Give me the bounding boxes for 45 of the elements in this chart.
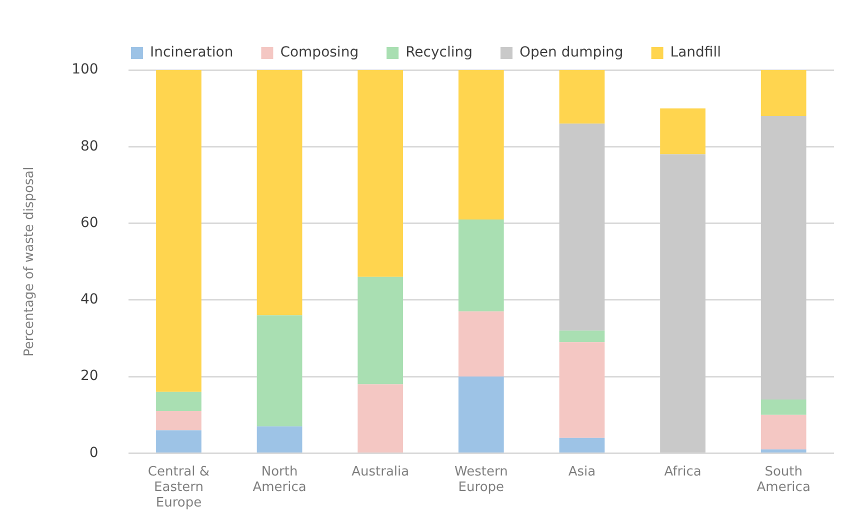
bar xyxy=(760,70,806,116)
legend-label: Recycling xyxy=(406,44,473,61)
bar xyxy=(559,70,605,124)
bar xyxy=(760,116,806,400)
bar xyxy=(256,70,302,316)
bar xyxy=(559,438,605,452)
y-tick-label: 40 xyxy=(80,292,98,308)
bar xyxy=(458,376,504,452)
bar xyxy=(156,392,202,412)
y-tick-label: 100 xyxy=(72,62,98,78)
x-tick-label: Central & Eastern Europe xyxy=(148,464,210,511)
x-tick-label: South America xyxy=(756,464,810,495)
bar xyxy=(458,311,504,377)
bar xyxy=(559,330,605,342)
bar xyxy=(559,342,605,438)
x-tick-label: Asia xyxy=(568,464,596,480)
legend-label: Incineration xyxy=(150,44,234,61)
y-tick-label: 60 xyxy=(80,214,98,231)
y-axis-title: Percentage of waste disposal xyxy=(22,166,38,356)
bar xyxy=(358,276,404,384)
bar xyxy=(458,70,504,220)
x-tick-label: North America xyxy=(252,464,306,495)
bar xyxy=(660,108,706,154)
y-tick-label: 80 xyxy=(80,138,98,154)
x-tick-label: Africa xyxy=(664,464,702,480)
bar xyxy=(156,430,202,452)
legend-label: Composing xyxy=(280,44,359,61)
bar xyxy=(358,70,404,277)
y-tick-label: 20 xyxy=(80,368,98,384)
bar xyxy=(760,449,806,452)
bar xyxy=(760,400,806,415)
bar xyxy=(156,70,202,392)
bar xyxy=(760,414,806,450)
bar xyxy=(256,315,302,426)
bar xyxy=(358,384,404,452)
bar xyxy=(156,411,202,430)
x-tick-label: Australia xyxy=(352,464,410,480)
bar xyxy=(458,219,504,312)
legend-label: Open dumping xyxy=(520,44,624,61)
y-tick-label: 0 xyxy=(89,444,98,461)
bar xyxy=(559,124,605,331)
legend-label: Landfill xyxy=(670,44,722,61)
x-tick-label: Western Europe xyxy=(454,464,508,495)
bar xyxy=(660,154,706,452)
bar xyxy=(256,426,302,452)
